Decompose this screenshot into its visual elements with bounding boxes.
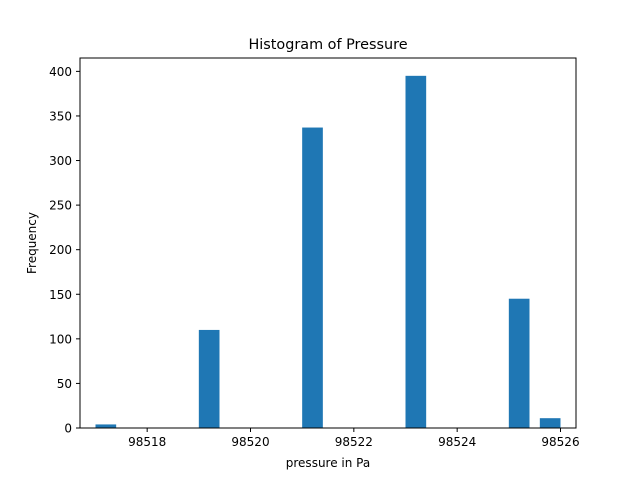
x-tick-label-1: 98520 [231,435,269,449]
histogram-bar-0 [95,424,117,428]
y-tick-label-1: 50 [57,377,72,391]
x-tick-label-2: 98522 [335,435,373,449]
histogram-bar-2 [302,127,323,428]
x-tick-label-4: 98526 [541,435,579,449]
x-axis-title: pressure in Pa [286,456,370,470]
y-tick-label-4: 200 [49,243,72,257]
bars-layer [95,75,561,428]
y-tick-label-5: 250 [49,199,72,213]
histogram-bar-5 [539,418,561,428]
plot-frame [79,57,577,429]
ticks-layer: 98518 98520 98522 98524 98526 0 50 100 150 200 250… [49,65,580,449]
chart-title: Histogram of Pressure [248,37,407,53]
x-tick-label-3: 98524 [438,435,476,449]
y-tick-label-7: 350 [49,109,72,123]
y-tick-label-3: 150 [49,288,72,302]
y-tick-label-0: 0 [64,422,72,436]
y-axis-title: Frequency [25,212,39,274]
y-tick-label-8: 400 [49,65,72,79]
y-tick-label-6: 300 [49,154,72,168]
x-tick-label-0: 98518 [128,435,166,449]
histogram-bar-3 [405,75,427,428]
histogram-bar-4 [508,298,530,428]
histogram-bar-1 [198,329,220,428]
y-tick-label-2: 100 [49,332,72,346]
